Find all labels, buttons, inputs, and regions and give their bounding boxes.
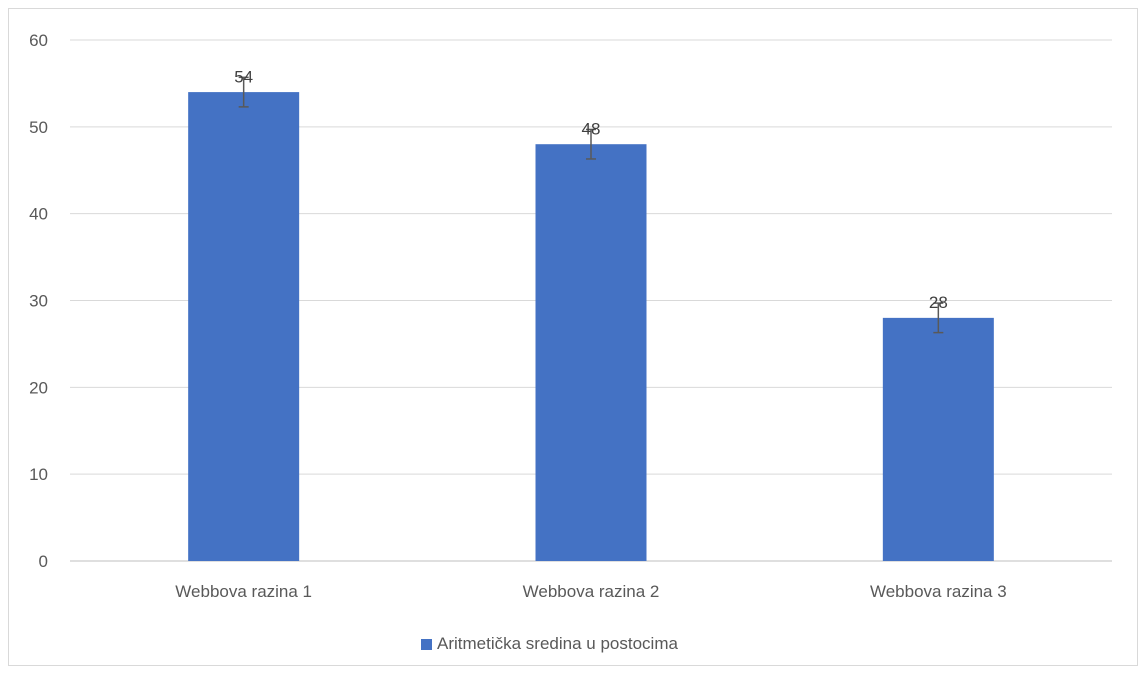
data-label: 28	[929, 293, 948, 312]
legend-swatch	[421, 638, 432, 650]
y-tick-label: 50	[29, 118, 48, 137]
legend: Aritmetička sredina u postocima	[421, 632, 678, 656]
y-tick-label: 10	[29, 465, 48, 484]
y-tick-label: 20	[29, 378, 48, 397]
y-tick-label: 0	[39, 552, 48, 571]
y-tick-label: 40	[29, 205, 48, 224]
bar	[882, 317, 994, 561]
legend-label: Aritmetička sredina u postocima	[437, 634, 678, 653]
x-tick-label: Webbova razina 1	[175, 582, 312, 601]
data-label: 54	[234, 67, 253, 86]
x-tick-label: Webbova razina 2	[523, 582, 660, 601]
y-tick-label: 30	[29, 292, 48, 311]
bar	[188, 92, 300, 561]
bar	[535, 144, 647, 561]
x-tick-label: Webbova razina 3	[870, 582, 1007, 601]
y-tick-label: 60	[29, 31, 48, 50]
data-label: 48	[582, 119, 601, 138]
